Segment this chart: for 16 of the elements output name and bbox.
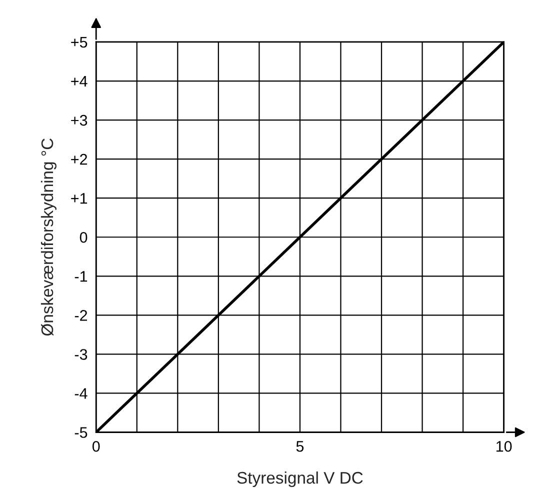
y-tick-label: +5 bbox=[71, 37, 88, 48]
y-tick-label: 0 bbox=[80, 232, 88, 243]
x-tick-label: 10 bbox=[496, 440, 512, 452]
y-tick-label: +3 bbox=[71, 114, 88, 126]
y-tick-label: -1 bbox=[74, 271, 88, 282]
y-tick-label: -2 bbox=[74, 310, 88, 321]
x-tick-label: 0 bbox=[92, 440, 100, 452]
y-tick-label: -3 bbox=[74, 349, 88, 360]
x-tick-label: 5 bbox=[296, 441, 304, 452]
x-axis-title: Styresignal V DC bbox=[237, 471, 363, 488]
y-tick-label: -5 bbox=[74, 427, 88, 438]
y-tick-label: +4 bbox=[71, 76, 88, 87]
y-tick-label: -4 bbox=[74, 388, 88, 399]
y-tick-label: +1 bbox=[71, 193, 88, 204]
y-axis-title: Ønskeværdiforskydning °C bbox=[40, 138, 56, 336]
y-tick-label: +2 bbox=[71, 154, 88, 165]
